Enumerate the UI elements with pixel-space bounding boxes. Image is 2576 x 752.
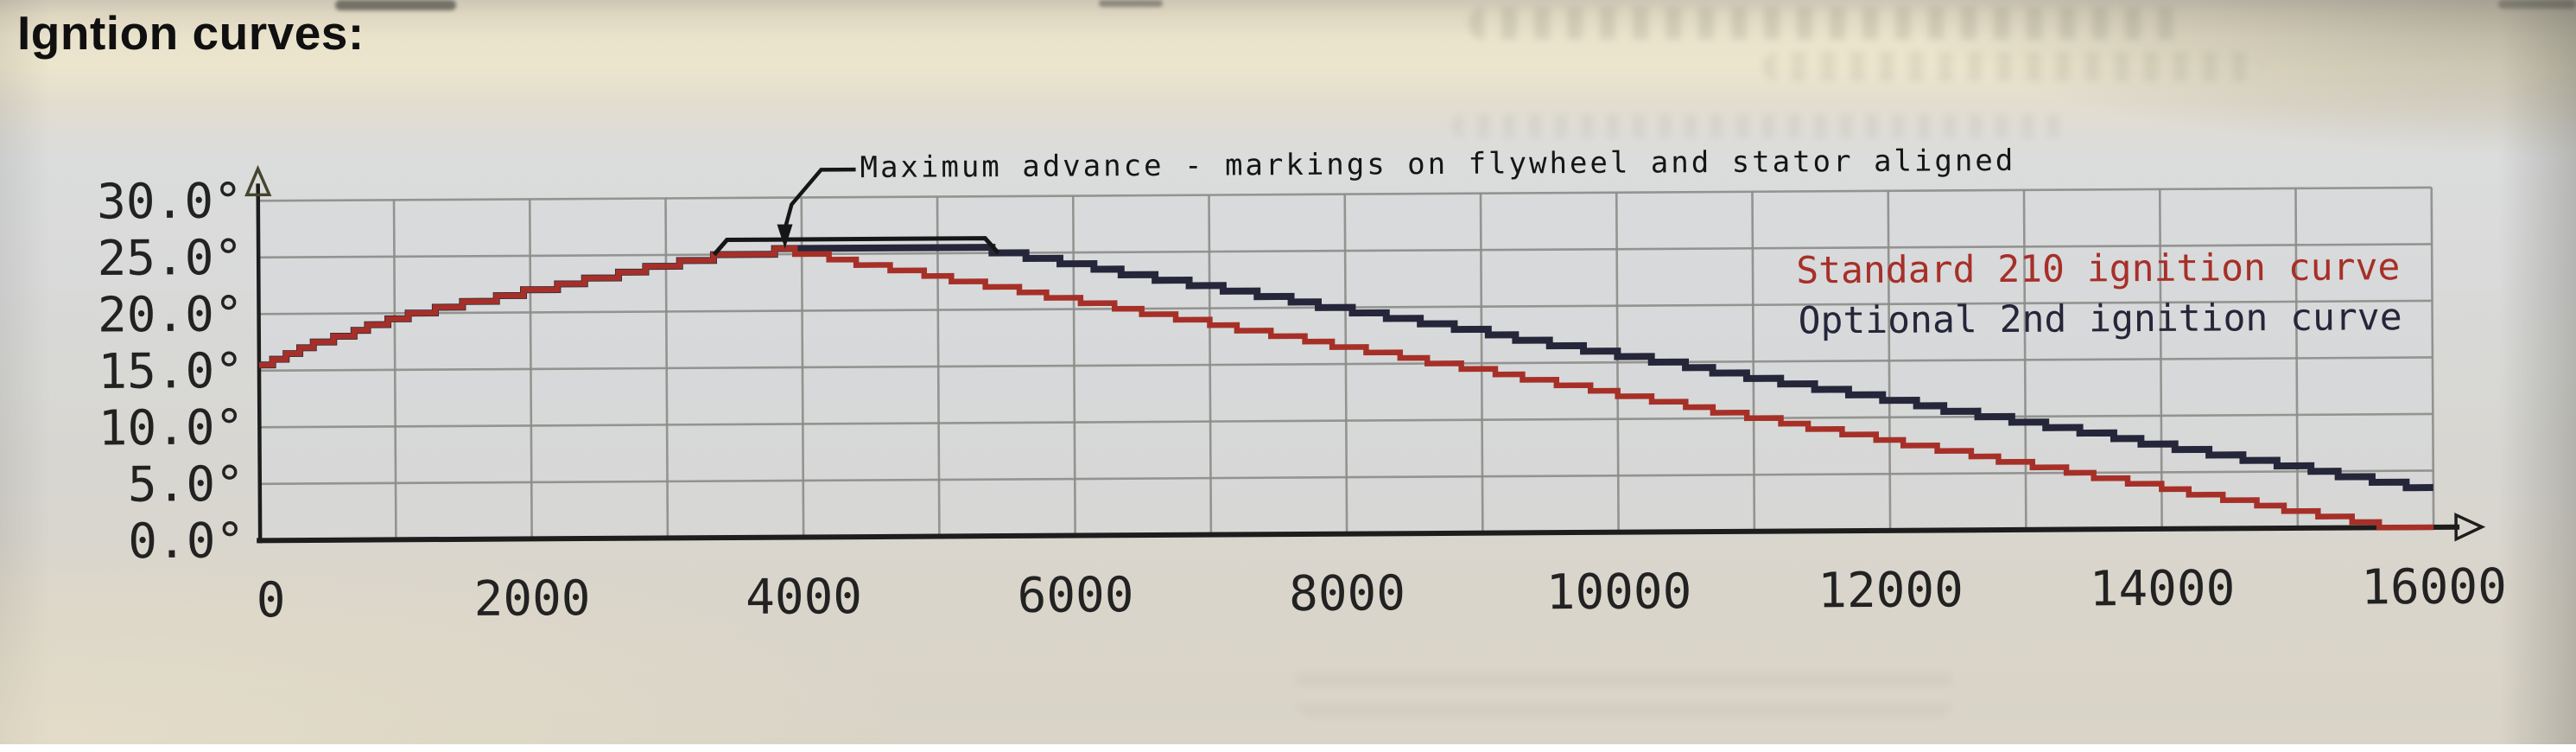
page-title: Igntion curves: — [17, 6, 365, 60]
v-gridline — [2430, 187, 2435, 527]
annotation-arrowhead — [777, 224, 793, 249]
v-gridline — [936, 196, 941, 537]
legend-optional-2nd-curve: Optional 2nd ignition curve — [1798, 296, 2402, 343]
y-tick-label: 30.0° — [97, 173, 243, 230]
y-tick-label: 25.0° — [97, 230, 243, 287]
x-tick-label: 14000 — [2090, 560, 2236, 617]
max-advance-bracket — [712, 236, 1000, 257]
v-gridline — [2022, 189, 2027, 530]
legend-standard-210-curve: Standard 210 ignition curve — [1796, 245, 2401, 293]
y-axis-arrowhead — [244, 164, 272, 197]
v-gridline — [528, 199, 533, 539]
v-gridline — [1208, 194, 1213, 535]
annotation-leader-line — [784, 167, 856, 227]
x-tick-label: 12000 — [1818, 562, 1964, 619]
x-tick-label: 16000 — [2361, 558, 2507, 615]
v-gridline — [1615, 192, 1620, 532]
x-axis-arrowhead — [2454, 513, 2486, 542]
v-gridline — [2158, 188, 2163, 529]
y-tick-label: 10.0° — [98, 399, 244, 456]
x-axis — [257, 524, 2460, 544]
v-gridline — [2294, 188, 2300, 528]
x-tick-label: 6000 — [1017, 567, 1133, 624]
x-tick-label: 0 — [257, 572, 286, 628]
max-advance-annotation: Maximum advance - markings on flywheel a… — [860, 143, 2016, 186]
y-tick-label: 20.0° — [98, 286, 244, 343]
v-gridline — [1479, 193, 1484, 533]
y-tick-label: 5.0° — [128, 456, 244, 513]
curve-standard-210 — [258, 245, 2434, 531]
v-gridline — [1751, 191, 1756, 532]
v-gridline — [1887, 190, 1892, 531]
x-tick-label: 10000 — [1546, 564, 1692, 621]
v-gridline — [1343, 194, 1348, 534]
x-tick-label: 4000 — [746, 569, 862, 626]
x-tick-label: 8000 — [1289, 565, 1405, 622]
v-gridline — [392, 200, 397, 540]
v-gridline — [1071, 195, 1076, 536]
y-tick-label: 15.0° — [98, 343, 244, 400]
y-tick-label: 0.0° — [128, 513, 244, 570]
x-tick-label: 2000 — [473, 570, 590, 628]
v-gridline — [664, 198, 669, 539]
